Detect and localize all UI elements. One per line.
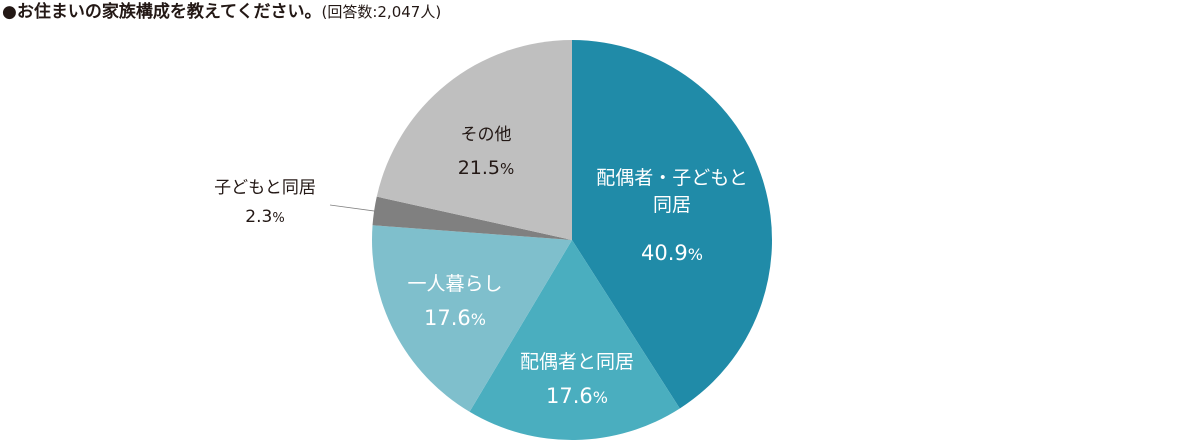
slice-name-alone: 一人暮らし — [407, 273, 502, 295]
chart-title-main: ●お住まいの家族構成を教えてください。 — [2, 2, 322, 22]
chart-title: ●お住まいの家族構成を教えてください。(回答数:2,047人) — [2, 2, 441, 22]
pie-slice-alone — [372, 225, 572, 412]
slice-label-spouse: 配偶者と同居 17.6% — [520, 351, 634, 408]
pie-labels: 配偶者・子どもと同居 40.9% 配偶者と同居 17.6% 一人暮らし 17.6% 子どもと… — [214, 125, 748, 408]
pie-slice-spouse — [469, 240, 680, 441]
slice-name-children: 子どもと同居 — [214, 178, 316, 198]
slice-name-spouse: 配偶者と同居 — [520, 351, 634, 373]
slice-name-spouse-children: 配偶者・子どもと — [596, 167, 748, 189]
slice-value-spouse: 17.6% — [546, 384, 608, 408]
slice-name-other: その他 — [461, 125, 512, 145]
slice-value-other: 21.5% — [458, 157, 515, 179]
pie-slice-children — [372, 196, 572, 240]
pie-slice-other — [376, 39, 572, 240]
slice-label-children: 子どもと同居 2.3% — [214, 178, 316, 227]
slice-name-spouse-children: 同居 — [653, 194, 691, 216]
pie-slices — [372, 39, 773, 441]
slice-value-alone: 17.6% — [424, 306, 486, 330]
leader-line-children — [329, 204, 385, 213]
slice-label-spouse-children: 配偶者・子どもと同居 40.9% — [596, 167, 748, 265]
chart-title-sub: (回答数:2,047人) — [321, 3, 442, 21]
slice-value-spouse-children: 40.9% — [641, 241, 703, 265]
slice-label-other: その他 21.5% — [458, 125, 515, 179]
pie-slice-spouse-children — [572, 40, 773, 409]
slice-value-children: 2.3% — [245, 207, 284, 227]
slice-label-alone: 一人暮らし 17.6% — [407, 273, 502, 330]
